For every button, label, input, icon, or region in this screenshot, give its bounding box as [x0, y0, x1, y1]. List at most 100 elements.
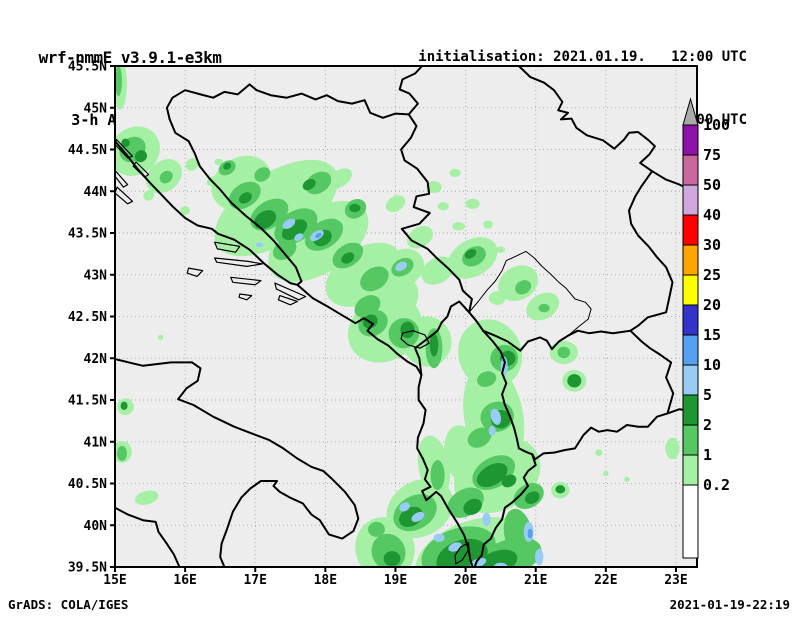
precip-blob [430, 460, 445, 491]
border-line [517, 66, 697, 194]
legend-label: 40 [703, 206, 721, 224]
legend-label: 30 [703, 236, 721, 254]
precip-blob [180, 206, 190, 215]
precip-blob [302, 178, 316, 191]
precip-blob [282, 218, 296, 229]
precip-blob [349, 203, 361, 213]
precip-blob [501, 474, 517, 488]
grads-credit: GrADS: COLA/IGES [8, 597, 129, 612]
precip-blob [557, 346, 571, 359]
axis-labels: 15E 16E 17E 18E 19E 20E 21E 22E 23E 39.5N 40N 40.5N… [68, 60, 688, 589]
creation-timestamp: 2021-01-19-22:19 [669, 597, 790, 612]
legend-segment [682, 154, 699, 186]
legend-label: 50 [703, 176, 721, 194]
precip-blob [399, 506, 423, 528]
grid-lines [115, 66, 697, 567]
legend-segment [682, 334, 699, 366]
legend-label: 25 [703, 266, 721, 284]
precip-blob [368, 521, 385, 537]
legend-segment [682, 244, 699, 276]
border-line [482, 329, 534, 456]
y-tick-label: 43N [84, 268, 108, 283]
country-borders [115, 66, 697, 567]
precip-blob [115, 66, 122, 96]
x-tick-label: 23E [664, 573, 687, 588]
legend-segment [682, 394, 699, 426]
precip-blob [360, 266, 389, 292]
precip-blob [463, 498, 482, 516]
precip-shading [115, 66, 680, 567]
precip-blob [117, 445, 127, 461]
precip-blob [134, 150, 147, 163]
x-tick-label: 20E [454, 573, 477, 588]
island-outline [454, 542, 470, 565]
x-tick-label: 15E [103, 573, 126, 588]
precip-blob [385, 195, 406, 213]
border-line [628, 170, 674, 332]
border-line [531, 329, 675, 461]
y-tick-label: 41.5N [68, 394, 107, 409]
y-tick-label: 44N [84, 185, 108, 200]
precip-blob [383, 551, 401, 567]
border-line [168, 118, 303, 286]
y-tick-label: 44.5N [68, 143, 107, 158]
precip-blob [315, 232, 322, 239]
precip-blob [121, 138, 130, 147]
legend-label: 10 [703, 356, 721, 374]
precip-blob [143, 190, 155, 201]
x-tick-label: 17E [243, 573, 266, 588]
legend-overflow-arrow [682, 97, 699, 126]
precip-blob [273, 239, 297, 261]
legend-segment [682, 274, 699, 306]
precip-blob [452, 222, 465, 231]
precip-blob [470, 557, 487, 567]
precip-blob [624, 476, 630, 482]
legend-segment [682, 214, 699, 246]
precip-blob [595, 449, 603, 456]
island-outline [238, 293, 253, 301]
precip-blob [400, 321, 415, 339]
x-tick-label: 16E [173, 573, 196, 588]
precip-blob [395, 261, 407, 272]
precip-blob [421, 256, 454, 285]
x-tick-label: 19E [384, 573, 407, 588]
y-tick-label: 43.5N [68, 227, 107, 242]
precip-blob [214, 158, 223, 166]
legend-label: 5 [703, 386, 712, 404]
model-title: wrf-nmmE_v3.9.1-e3km [38, 48, 222, 67]
legend-underflow [682, 484, 699, 559]
precip-blob [238, 192, 252, 204]
precip-blob [449, 168, 461, 178]
precip-blob [399, 502, 410, 512]
precip-blob [467, 427, 492, 448]
border-line [400, 113, 473, 314]
legend-label: 1 [703, 446, 712, 464]
precip-blob [157, 334, 164, 340]
precip-blob [482, 512, 491, 527]
precip-blob [437, 202, 449, 211]
precip-blob [488, 425, 496, 436]
x-tick-label: 21E [524, 573, 547, 588]
legend-segment [682, 304, 699, 336]
precip-blob [326, 168, 352, 190]
legend-segment [682, 364, 699, 396]
precip-blob [294, 233, 304, 242]
precip-blob [465, 198, 480, 209]
precip-blob [476, 463, 508, 488]
precip-blob [185, 158, 199, 171]
precip-blob [490, 408, 501, 425]
legend-label: 0.2 [703, 476, 730, 494]
border-line [482, 329, 632, 352]
island-outline [186, 267, 204, 277]
y-tick-label: 39.5N [68, 561, 107, 576]
precip-blob [254, 167, 271, 182]
legend-label: 2 [703, 416, 712, 434]
precip-blob [120, 401, 128, 410]
x-tick-label: 18E [314, 573, 337, 588]
border-line [165, 66, 424, 121]
precip-blob [603, 471, 609, 476]
legend-label: 100 [703, 116, 730, 134]
